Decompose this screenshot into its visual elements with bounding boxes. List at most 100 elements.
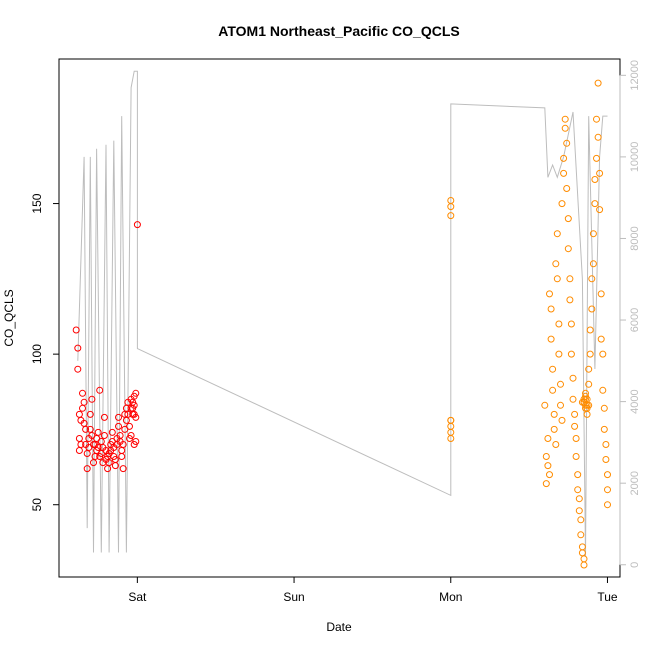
series-2-point [555,350,563,358]
series-2-point [575,495,583,503]
series-2-point [600,404,608,412]
right-tick-label: 12000 [629,60,641,91]
series-1-point [111,456,119,463]
series-1-point [118,453,126,460]
series-2-point [552,260,560,268]
series-2-point [588,275,596,283]
series-2-point [577,516,585,524]
series-2-point [447,203,455,211]
series-2-point [589,260,597,268]
series-2-point [574,471,582,479]
series-2-point [546,471,553,479]
series-2-point [567,320,575,328]
right-tick-label: 8000 [629,226,641,250]
series-2-point [604,501,611,509]
series-1-point [75,447,83,454]
series-2-point [585,380,593,388]
series-1-point [108,428,116,436]
series-2-point [591,200,599,208]
series-2-points [447,79,611,569]
y-axis-left: 50 100 150 [30,193,59,511]
series-2-point [585,365,593,373]
series-1-point [82,425,90,433]
altitude-series [77,70,608,557]
series-1-point [79,389,86,397]
series-1-point [132,389,140,397]
series-2-point [571,422,579,430]
series-2-point [544,435,552,442]
series-2-point [566,275,574,283]
series-2-point [447,212,455,220]
series-1-point [83,450,91,457]
series-2-point [567,350,575,358]
series-2-point [588,305,596,313]
series-2-point [560,169,568,177]
series-2-point [578,549,586,557]
series-2-point [580,561,588,569]
series-2-point [599,350,607,358]
series-2-point [549,365,557,373]
right-tick-label: 0 [629,562,641,568]
series-2-point [583,410,591,418]
series-2-point [586,326,594,334]
x-tick-label: Sat [128,590,147,604]
series-2-point [563,185,571,192]
series-2-point [549,386,557,394]
y-tick-label: 150 [30,193,44,213]
right-tick-label: 2000 [629,471,641,495]
right-tick-label: 6000 [629,308,641,332]
x-axis: Sat Sun Mon Tue [128,577,618,604]
series-1-point [129,404,137,412]
series-2-point [561,115,569,123]
series-2-point [566,296,574,304]
series-1-point [115,422,122,430]
series-1-point [119,441,127,448]
series-1-point [75,410,83,418]
series-2-point [544,462,552,470]
series-2-point [597,290,605,298]
series-2-point [594,133,602,141]
series-2-point [553,275,561,283]
right-tick-label: 4000 [629,389,641,413]
series-1-point [90,459,97,467]
series-2-point [586,350,594,358]
series-2-point [553,230,561,238]
series-2-point [602,441,610,448]
series-2-point [593,154,600,162]
series-1-point [72,326,80,334]
series-2-point [557,401,564,409]
series-2-point [604,486,611,494]
series-2-point [577,531,585,539]
series-2-point [558,200,566,208]
series-2-point [564,245,572,253]
series-2-point [447,435,455,442]
series-1-point [86,410,94,418]
series-2-point [596,169,604,177]
series-2-point [555,320,563,328]
x-tick-label: Tue [597,590,618,604]
series-1-point [130,441,138,448]
series-1-point [79,404,86,412]
series-1-point [127,432,135,439]
y-axis-right: 0 2000 4000 6000 8000 10000 12000 [619,60,641,568]
series-2-point [563,139,571,147]
series-2-point [569,374,577,382]
series-2-point [561,124,569,132]
series-1-point [133,221,141,229]
x-tick-label: Sun [283,590,304,604]
altitude-line [77,70,608,557]
series-2-point [547,305,555,313]
series-1-point [80,398,88,406]
series-2-point [552,441,560,448]
series-1-point [100,432,108,439]
y-tick-label: 100 [30,344,44,364]
series-2-point [599,386,607,394]
right-tick-label: 10000 [629,142,641,173]
series-1-point [88,395,96,403]
series-2-point [600,425,608,433]
series-1-point [122,416,130,424]
plot-area-frame [58,58,621,578]
x-tick-label: Mon [439,590,462,604]
series-1-point [94,444,102,451]
